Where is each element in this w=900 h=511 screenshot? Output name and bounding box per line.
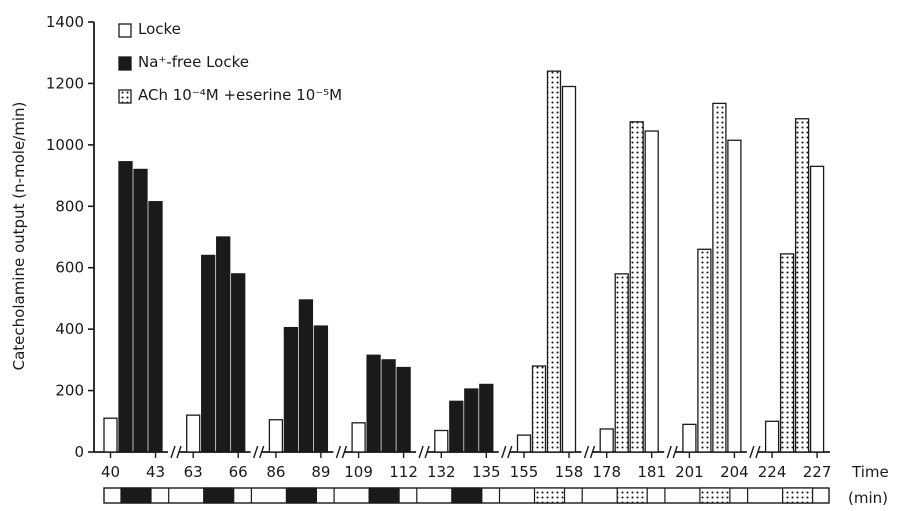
bar <box>809 165 825 453</box>
x-tick-label: 135 <box>472 463 501 481</box>
x-tick-label: 43 <box>146 463 165 481</box>
x-tick-label: 66 <box>229 463 248 481</box>
condition-segment <box>533 487 566 504</box>
bar <box>779 253 795 453</box>
x-tick-label: 86 <box>266 463 285 481</box>
condition-segment <box>451 487 483 504</box>
bar <box>201 254 216 453</box>
bar <box>118 161 133 453</box>
bar <box>148 201 163 453</box>
bar <box>366 354 381 453</box>
bar <box>794 118 810 453</box>
condition-segment <box>368 487 400 504</box>
y-tick-label: 800 <box>55 197 84 215</box>
bar <box>531 365 547 453</box>
axis-break-mark <box>666 445 672 459</box>
condition-segment <box>203 487 235 504</box>
axis-break-mark <box>501 445 507 459</box>
x-tick-label: 181 <box>637 463 666 481</box>
x-tick-label: 112 <box>389 463 418 481</box>
x-tick-label: 178 <box>592 463 621 481</box>
x-tick-label: 227 <box>803 463 832 481</box>
legend-label-ach-eserine: ACh 10⁻⁴M +eserine 10⁻⁵M <box>138 86 342 104</box>
bar <box>434 429 449 453</box>
bar <box>103 417 118 453</box>
legend-label-locke: Locke <box>138 20 181 38</box>
legend-swatch <box>118 56 132 71</box>
y-tick-label: 600 <box>55 259 84 277</box>
x-tick-label: 158 <box>555 463 584 481</box>
bar <box>599 428 614 453</box>
bar <box>629 121 644 453</box>
bar <box>712 102 727 453</box>
x-tick-label: 224 <box>758 463 787 481</box>
condition-segment <box>699 487 731 504</box>
bar <box>546 70 562 453</box>
y-tick-label: 0 <box>74 443 84 461</box>
bar <box>697 248 712 453</box>
bar <box>231 273 246 453</box>
condition-segment <box>616 487 648 504</box>
bar <box>381 359 396 453</box>
axis-break-mark <box>583 445 590 459</box>
x-tick-label: 40 <box>101 463 120 481</box>
bar <box>186 414 201 453</box>
y-tick-label: 1000 <box>46 136 84 154</box>
bar <box>727 139 742 453</box>
legend-swatch <box>118 89 132 104</box>
x-tick-label: 89 <box>311 463 330 481</box>
x-tick-label: 132 <box>427 463 456 481</box>
axis-break-mark <box>335 445 342 459</box>
legend-swatch <box>118 23 132 38</box>
x-tick-label: 155 <box>510 463 539 481</box>
bar <box>298 299 314 453</box>
bar <box>614 273 629 453</box>
y-tick-label: 1200 <box>46 74 84 92</box>
bar <box>313 325 329 453</box>
bar <box>396 366 411 453</box>
x-tick-label: 109 <box>344 463 373 481</box>
bar <box>561 85 577 453</box>
y-tick-label: 200 <box>55 382 84 400</box>
bar <box>268 419 284 453</box>
bar <box>216 236 231 453</box>
legend-label-na-free-locke: Na⁺-free Locke <box>138 53 249 71</box>
y-axis-label: Catecholamine output (n-mole/min) <box>10 102 28 371</box>
bar <box>682 423 697 453</box>
bar <box>764 420 780 453</box>
condition-segment <box>120 487 152 504</box>
condition-segment <box>781 487 814 504</box>
axis-break-mark <box>749 445 755 459</box>
x-tick-label: 201 <box>675 463 704 481</box>
y-tick-label: 400 <box>55 320 84 338</box>
bar <box>449 400 464 453</box>
axis-break-mark <box>418 445 424 459</box>
bar <box>516 434 532 453</box>
y-tick-label: 1400 <box>46 13 84 31</box>
axis-break-mark <box>253 445 259 459</box>
bar <box>464 388 479 453</box>
x-tick-label: 204 <box>720 463 749 481</box>
bar <box>283 326 299 453</box>
x-axis-label-unit: (min) <box>848 489 888 507</box>
axis-break-mark <box>170 445 176 459</box>
x-axis-label-time: Time <box>851 463 889 481</box>
bar <box>644 130 659 453</box>
condition-segment <box>285 487 317 504</box>
bar <box>351 422 366 453</box>
x-tick-label: 63 <box>184 463 203 481</box>
bar <box>479 383 494 453</box>
bar <box>133 168 148 453</box>
